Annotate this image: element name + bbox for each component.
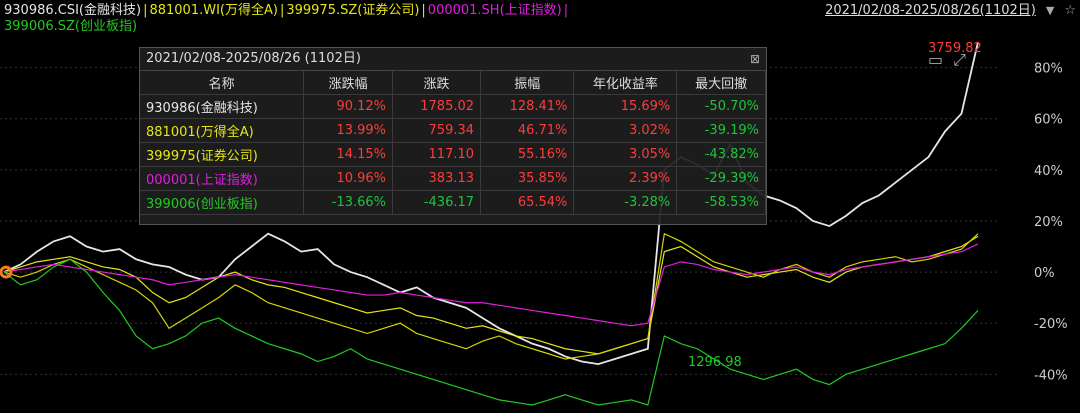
cell-max-drawdown: -43.82% <box>676 142 766 167</box>
star-icon[interactable]: ☆ <box>1064 3 1076 18</box>
legend-item-930986[interactable]: 930986.CSI(金融科技) <box>4 3 142 18</box>
legend-item-399006[interactable]: 399006.SZ(创业板指) <box>4 19 138 34</box>
cell-name: 000001(上证指数) <box>140 166 305 191</box>
y-tick-label: 0% <box>1034 266 1055 281</box>
cell-chg: -436.17 <box>392 190 482 215</box>
y-tick-label: -40% <box>1034 368 1068 383</box>
col-annual-return[interactable]: 年化收益率 <box>573 71 678 95</box>
legend-separator: | <box>279 3 285 18</box>
cell-max-drawdown: -58.53% <box>676 190 766 215</box>
legend-separator: | <box>143 3 148 18</box>
legend-row-2: 399006.SZ(创业板指) <box>4 19 1076 35</box>
cell-amplitude: 128.41% <box>480 94 575 119</box>
cell-amplitude: 35.85% <box>480 166 575 191</box>
cell-chg: 759.34 <box>392 118 482 143</box>
annotation-label: 1296.98 <box>688 355 742 370</box>
date-range-selector[interactable]: 2021/02/08-2025/08/26(1102日) ▼ ☆ <box>825 3 1076 19</box>
cell-amplitude: 65.54% <box>480 190 575 215</box>
y-tick-label: 40% <box>1034 164 1063 179</box>
col-chg-pct[interactable]: 涨跌幅 <box>303 71 394 95</box>
cell-annual-return: -3.28% <box>573 190 678 215</box>
cell-name: 930986(金融科技) <box>140 94 305 119</box>
y-tick-label: 60% <box>1034 113 1063 128</box>
fullscreen-icon[interactable]: ⤢ <box>953 50 966 69</box>
cell-annual-return: 3.05% <box>573 142 678 167</box>
legend-item-881001[interactable]: 881001.WI(万得全A) <box>149 3 278 18</box>
series-line-3 <box>3 243 979 327</box>
cell-chg-pct: -13.66% <box>303 190 394 215</box>
cell-chg-pct: 90.12% <box>303 94 394 119</box>
cell-annual-return: 3.02% <box>573 118 678 143</box>
cell-max-drawdown: -50.70% <box>676 94 766 119</box>
y-tick-label: -20% <box>1034 317 1068 332</box>
cell-chg-pct: 10.96% <box>303 166 394 191</box>
table-row[interactable]: 000001(上证指数) 10.96% 383.13 35.85% 2.39% -29.3… <box>140 166 766 191</box>
stats-panel-header: 2021/02/08-2025/08/26 (1102日) ⊠ <box>140 48 766 71</box>
col-name[interactable]: 名称 <box>140 71 305 95</box>
col-max-drawdown[interactable]: 最大回撤 <box>676 71 766 95</box>
y-tick-label: 80% <box>1034 62 1063 77</box>
stats-table: 名称 涨跌幅 涨跌 振幅 年化收益率 最大回撤 930986(金融科技) 90.1… <box>140 71 766 215</box>
cell-chg: 1785.02 <box>392 94 482 119</box>
cell-amplitude: 55.16% <box>480 142 575 167</box>
legend-row-1: 930986.CSI(金融科技) | 881001.WI(万得全A) | 399975.… <box>4 3 1076 19</box>
cell-amplitude: 46.71% <box>480 118 575 143</box>
table-row[interactable]: 399006(创业板指) -13.66% -436.17 65.54% -3.28% -5… <box>140 190 766 215</box>
legend-separator: | <box>563 3 569 18</box>
table-row[interactable]: 881001(万得全A) 13.99% 759.34 46.71% 3.02% -39.1… <box>140 118 766 143</box>
cell-max-drawdown: -29.39% <box>676 166 766 191</box>
legend-item-399975[interactable]: 399975.SZ(证券公司) <box>286 3 420 18</box>
stats-panel: 2021/02/08-2025/08/26 (1102日) ⊠ 名称 涨跌幅 涨… <box>139 47 767 225</box>
cell-annual-return: 2.39% <box>573 166 678 191</box>
cell-chg: 383.13 <box>392 166 482 191</box>
triangle-down-icon[interactable]: ▼ <box>1045 4 1055 17</box>
chart-tools: ▭ ⤢ <box>928 50 966 70</box>
cell-chg: 117.10 <box>392 142 482 167</box>
legend-bar: 930986.CSI(金融科技) | 881001.WI(万得全A) | 399975.… <box>4 3 1076 35</box>
series-line-2 <box>3 232 979 360</box>
table-row[interactable]: 930986(金融科技) 90.12% 1785.02 128.41% 15.69% -5… <box>140 94 766 119</box>
cell-chg-pct: 14.15% <box>303 142 394 167</box>
annotation-label: 3759.82 <box>928 41 982 56</box>
table-row[interactable]: 399975(证券公司) 14.15% 117.10 55.16% 3.05% -43.8… <box>140 142 766 167</box>
cell-annual-return: 15.69% <box>573 94 678 119</box>
cell-name: 399975(证券公司) <box>140 142 305 167</box>
date-range-text[interactable]: 2021/02/08-2025/08/26(1102日) <box>825 3 1036 18</box>
cell-name: 399006(创业板指) <box>140 190 305 215</box>
legend-item-000001[interactable]: 000001.SH(上证指数) <box>427 3 562 18</box>
cell-max-drawdown: -39.19% <box>676 118 766 143</box>
cell-name: 881001(万得全A) <box>140 118 305 143</box>
series-line-0 <box>3 41 979 366</box>
legend-separator: | <box>421 3 426 18</box>
start-marker <box>0 265 13 279</box>
series-line-1 <box>3 235 979 355</box>
close-icon[interactable]: ⊠ <box>749 52 760 66</box>
stats-panel-title: 2021/02/08-2025/08/26 (1102日) <box>146 51 361 66</box>
window-icon[interactable]: ▭ <box>928 50 944 69</box>
table-header-row: 名称 涨跌幅 涨跌 振幅 年化收益率 最大回撤 <box>140 71 766 95</box>
cell-chg-pct: 13.99% <box>303 118 394 143</box>
col-amplitude[interactable]: 振幅 <box>480 71 575 95</box>
series-line-4 <box>3 258 979 406</box>
y-tick-label: 20% <box>1034 215 1063 230</box>
col-chg[interactable]: 涨跌 <box>392 71 482 95</box>
